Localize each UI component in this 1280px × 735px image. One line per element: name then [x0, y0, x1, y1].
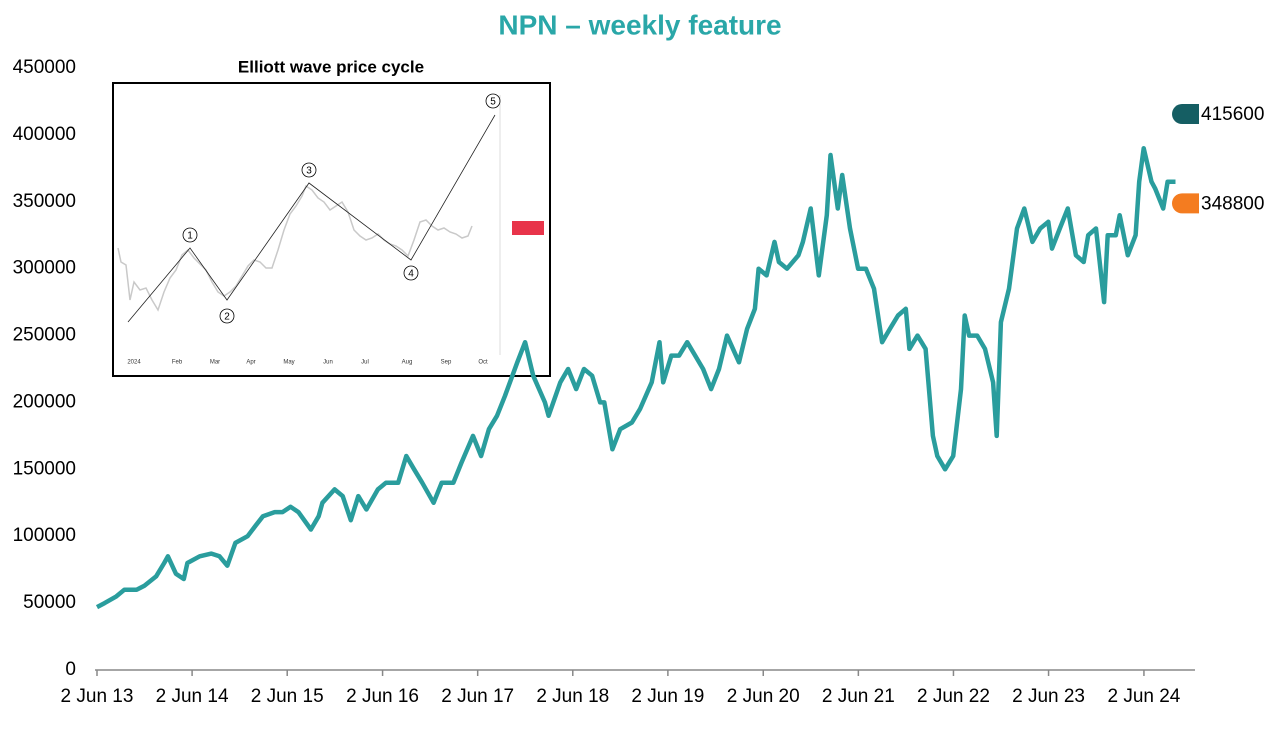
wave-circle — [403, 265, 419, 281]
y-tick-label: 0 — [65, 659, 76, 680]
x-tick-label: 2 Jun 20 — [727, 686, 800, 707]
x-tick-label: 2 Jun 23 — [1012, 686, 1085, 707]
y-tick-label: 200000 — [13, 391, 76, 412]
price-line — [95, 146, 1176, 610]
x-tick-label: 2 Jun 13 — [61, 686, 134, 707]
wave-label: 3 — [306, 166, 312, 177]
y-tick-label: 300000 — [13, 258, 76, 279]
wave-circle — [301, 162, 317, 178]
inset: Elliott wave price cycle 1 2 3 4 5 2024 Feb Mar… — [112, 57, 551, 377]
inset-month-label: Apr — [246, 360, 255, 366]
wave-label: 5 — [490, 97, 496, 108]
x-tick-label: 2 Jun 14 — [156, 686, 229, 707]
inset-month-label: Aug — [402, 360, 413, 366]
wave-circle — [485, 93, 501, 109]
y-tick-label: 150000 — [13, 458, 76, 479]
inset-month-label: Jun — [323, 360, 333, 366]
inset-month-label: Jul — [361, 360, 369, 366]
wave-label: 2 — [224, 312, 230, 323]
inset-month-label: 2024 — [127, 360, 141, 366]
y-tick-label: 400000 — [13, 124, 76, 145]
inset-price — [117, 184, 473, 312]
inset-month-label: Sep — [441, 360, 452, 366]
inset-month-label: Feb — [172, 360, 183, 366]
x-tick-label: 2 Jun 15 — [251, 686, 324, 707]
y-tick-label: 250000 — [13, 325, 76, 346]
y-tick-label: 450000 — [13, 57, 76, 78]
x-tick-label: 2 Jun 17 — [441, 686, 514, 707]
wave-label: 4 — [408, 269, 414, 280]
inset-title: Elliott wave price cycle — [238, 57, 424, 76]
x-tick-label: 2 Jun 16 — [346, 686, 419, 707]
price-badge — [1172, 104, 1199, 125]
y-tick-label: 350000 — [13, 191, 76, 212]
x-tick-label: 2 Jun 21 — [822, 686, 895, 707]
inset-month-label: Mar — [210, 360, 220, 366]
price-badge-label: 348800 — [1201, 193, 1264, 214]
wave-circle — [219, 308, 235, 324]
wave-circle — [182, 227, 198, 243]
inset-frame — [112, 82, 551, 377]
price-badge — [1172, 193, 1199, 214]
chart-title: NPN – weekly feature — [498, 9, 781, 40]
x-tick-label: 2 Jun 24 — [1107, 686, 1180, 707]
x-tick-label: 2 Jun 19 — [631, 686, 704, 707]
price-badge-label: 415600 — [1201, 104, 1264, 125]
inset-month-label: Oct — [478, 360, 488, 366]
inset-price-badge — [512, 221, 544, 235]
x-tick-label: 2 Jun 22 — [917, 686, 990, 707]
inset-month-label: May — [283, 360, 294, 366]
y-tick-label: 50000 — [23, 592, 76, 613]
x-tick-label: 2 Jun 18 — [536, 686, 609, 707]
inset-wave-line — [127, 114, 496, 323]
y-tick-label: 100000 — [13, 525, 76, 546]
wave-label: 1 — [187, 231, 193, 242]
